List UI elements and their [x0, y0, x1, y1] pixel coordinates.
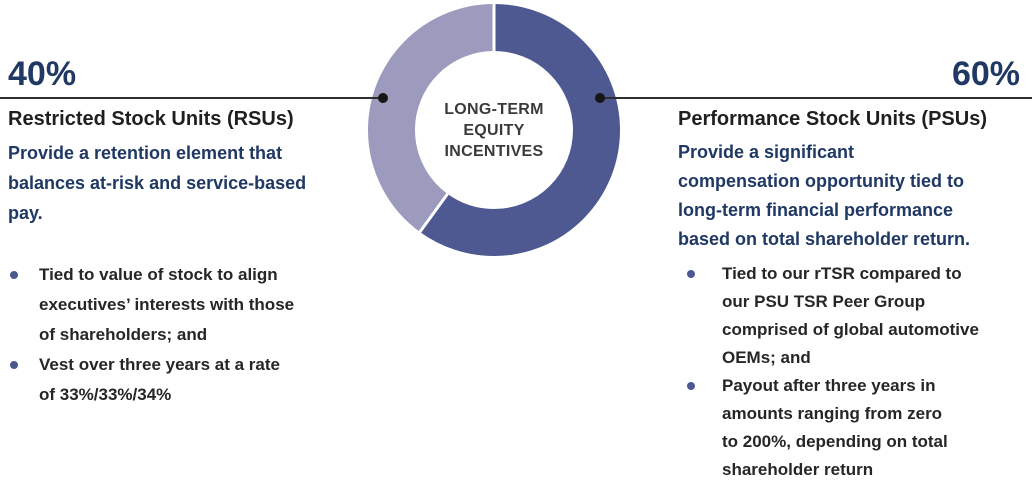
description-line: Provide a retention element that: [8, 143, 283, 163]
bullet-item: Tied to our rTSR compared to our PSU TSR …: [678, 260, 1032, 372]
description-line: based on total shareholder return.: [678, 229, 971, 249]
psu-bullet-list: Tied to our rTSR compared to our PSU TSR …: [678, 260, 1032, 481]
description-line: long-term financial performance: [678, 200, 954, 220]
bullet-dot-icon: [687, 270, 695, 278]
bullet-dot-icon: [10, 271, 18, 279]
rsu-title: Restricted Stock Units (RSUs): [8, 108, 294, 130]
description-line: balances at-risk and service-based: [8, 173, 307, 193]
donut-center-line: LONG-TERM: [444, 100, 544, 118]
bullet-item: Tied to value of stock to align executive…: [8, 260, 368, 350]
bullet-text: Vest over three years at a rate of 33%/33…: [39, 355, 280, 404]
bullet-item: Vest over three years at a rate of 33%/33…: [8, 350, 368, 410]
description-line: Provide a significant: [678, 142, 855, 162]
rsu-percent-label: 40%: [8, 55, 77, 93]
rsu-bullet-list: Tied to value of stock to align executive…: [8, 260, 368, 410]
bullet-text: Payout after three years in amounts rangi…: [722, 376, 948, 479]
donut-segment: [368, 4, 620, 256]
donut-center-line: INCENTIVES: [444, 142, 544, 160]
bullet-dot-icon: [687, 382, 695, 390]
description-line: pay.: [8, 203, 43, 223]
connector-line-left: [0, 97, 383, 99]
donut-chart: LONG-TERM EQUITY INCENTIVES: [366, 2, 622, 258]
bullet-text: Tied to value of stock to align executive…: [39, 265, 295, 344]
description-line: compensation opportunity tied to: [678, 171, 964, 191]
connector-dot-right-icon: [595, 93, 605, 103]
donut-rings: [368, 2, 620, 256]
connector-line-right: [600, 97, 1032, 99]
rsu-description: Provide a retention element that balances…: [8, 138, 306, 228]
psu-title: Performance Stock Units (PSUs): [678, 108, 987, 130]
donut-center-line: EQUITY: [463, 121, 525, 139]
donut-center-label: LONG-TERM EQUITY INCENTIVES: [366, 2, 622, 258]
bullet-item: Payout after three years in amounts rangi…: [678, 372, 1032, 481]
bullet-dot-icon: [10, 361, 18, 369]
segment-gap: [417, 191, 450, 235]
psu-description: Provide a significant compensation opport…: [678, 138, 970, 254]
psu-percent-label: 60%: [951, 55, 1020, 93]
connector-dot-left-icon: [378, 93, 388, 103]
bullet-text: Tied to our rTSR compared to our PSU TSR …: [722, 264, 979, 367]
